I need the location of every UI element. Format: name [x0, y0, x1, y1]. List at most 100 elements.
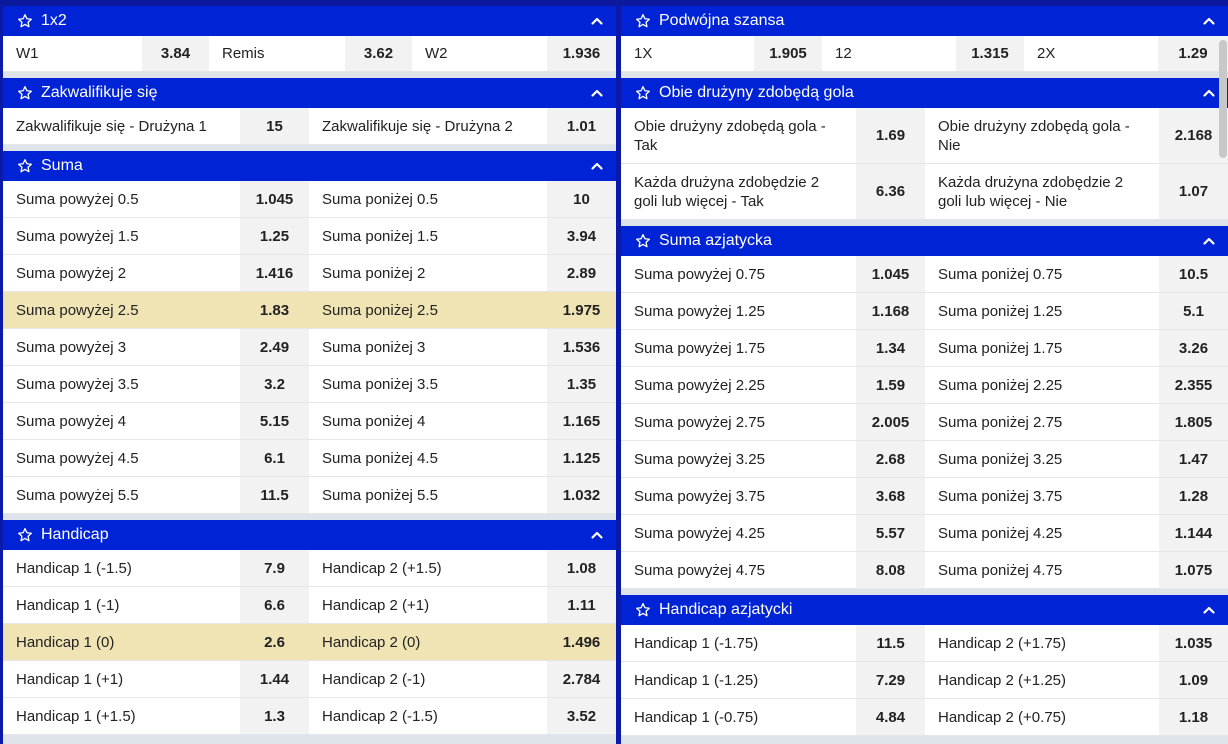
odds-value[interactable]: 1.3	[240, 698, 309, 734]
chevron-up-icon[interactable]	[590, 528, 604, 542]
star-outline-icon[interactable]	[635, 233, 651, 249]
odds-value[interactable]: 1.315	[956, 36, 1024, 71]
odds-value[interactable]: 1.44	[240, 661, 309, 697]
odds-value[interactable]: 5.57	[856, 515, 925, 551]
odds-value[interactable]: 1.11	[547, 587, 616, 623]
odds-value[interactable]: 1.25	[240, 218, 309, 254]
odds-value[interactable]: 2.6	[240, 624, 309, 660]
star-outline-icon[interactable]	[635, 602, 651, 618]
bet-option[interactable]: Handicap 1 (+1.5) 1.3	[3, 698, 309, 734]
odds-value[interactable]: 1.165	[547, 403, 616, 439]
odds-value[interactable]: 1.125	[547, 440, 616, 476]
odds-value[interactable]: 4.84	[856, 699, 925, 735]
bet-option[interactable]: Handicap 2 (+0.75) 1.18	[925, 699, 1228, 735]
bet-option[interactable]: Handicap 1 (-1) 6.6	[3, 587, 309, 623]
bet-option[interactable]: Suma powyżej 1.25 1.168	[621, 293, 925, 329]
star-outline-icon[interactable]	[17, 158, 33, 174]
bet-option[interactable]: 1X 1.905	[621, 36, 822, 71]
bet-option[interactable]: Suma powyżej 3.75 3.68	[621, 478, 925, 514]
chevron-up-icon[interactable]	[590, 159, 604, 173]
chevron-up-icon[interactable]	[590, 14, 604, 28]
odds-value[interactable]: 11.5	[240, 477, 309, 513]
market-header[interactable]: Suma	[3, 151, 616, 181]
bet-option[interactable]: Handicap 1 (-1.25) 7.29	[621, 662, 925, 698]
bet-option[interactable]: Obie drużyny zdobędą gola - Tak 1.69	[621, 108, 925, 163]
bet-option[interactable]: Handicap 1 (0) 2.6	[3, 624, 309, 660]
odds-value[interactable]: 3.68	[856, 478, 925, 514]
odds-value[interactable]: 1.075	[1159, 552, 1228, 588]
bet-option[interactable]: Suma powyżej 0.75 1.045	[621, 256, 925, 292]
odds-value[interactable]: 2.49	[240, 329, 309, 365]
bet-option[interactable]: Suma powyżej 4.5 6.1	[3, 440, 309, 476]
chevron-up-icon[interactable]	[1202, 86, 1216, 100]
odds-value[interactable]: 2.005	[856, 404, 925, 440]
odds-value[interactable]: 1.35	[547, 366, 616, 402]
bet-option[interactable]: Suma powyżej 2.5 1.83	[3, 292, 309, 328]
bet-option[interactable]: Suma poniżej 1.75 3.26	[925, 330, 1228, 366]
odds-value[interactable]: 10	[547, 181, 616, 217]
odds-value[interactable]: 6.1	[240, 440, 309, 476]
star-outline-icon[interactable]	[635, 85, 651, 101]
bet-option[interactable]: Suma poniżej 4.75 1.075	[925, 552, 1228, 588]
bet-option[interactable]: 12 1.315	[822, 36, 1024, 71]
bet-option[interactable]: Suma powyżej 2.75 2.005	[621, 404, 925, 440]
bet-option[interactable]: Suma powyżej 4.25 5.57	[621, 515, 925, 551]
odds-value[interactable]: 3.94	[547, 218, 616, 254]
odds-value[interactable]: 2.355	[1159, 367, 1228, 403]
bet-option[interactable]: Każda drużyna zdobędzie 2 goli lub więce…	[925, 164, 1228, 219]
odds-value[interactable]: 1.07	[1159, 164, 1228, 219]
chevron-up-icon[interactable]	[1202, 14, 1216, 28]
bet-option[interactable]: Suma poniżej 2.25 2.355	[925, 367, 1228, 403]
odds-value[interactable]: 3.52	[547, 698, 616, 734]
bet-option[interactable]: Handicap 2 (-1.5) 3.52	[309, 698, 616, 734]
bet-option[interactable]: Suma poniżej 2.5 1.975	[309, 292, 616, 328]
bet-option[interactable]: Suma poniżej 3.25 1.47	[925, 441, 1228, 477]
bet-option[interactable]: Suma powyżej 4 5.15	[3, 403, 309, 439]
bet-option[interactable]: Obie drużyny zdobędą gola - Nie 2.168	[925, 108, 1228, 163]
odds-value[interactable]: 1.144	[1159, 515, 1228, 551]
bet-option[interactable]: Suma poniżej 4.5 1.125	[309, 440, 616, 476]
bet-option[interactable]: W1 3.84	[3, 36, 209, 71]
odds-value[interactable]: 5.1	[1159, 293, 1228, 329]
odds-value[interactable]: 6.6	[240, 587, 309, 623]
odds-value[interactable]: 6.36	[856, 164, 925, 219]
odds-value[interactable]: 1.69	[856, 108, 925, 163]
star-outline-icon[interactable]	[17, 527, 33, 543]
odds-value[interactable]: 1.34	[856, 330, 925, 366]
bet-option[interactable]: Suma poniżej 3.75 1.28	[925, 478, 1228, 514]
odds-value[interactable]: 3.62	[345, 36, 412, 71]
star-outline-icon[interactable]	[635, 13, 651, 29]
odds-value[interactable]: 1.975	[547, 292, 616, 328]
odds-value[interactable]: 7.29	[856, 662, 925, 698]
bet-option[interactable]: Handicap 2 (+1.75) 1.035	[925, 625, 1228, 661]
odds-value[interactable]: 3.2	[240, 366, 309, 402]
bet-option[interactable]: W2 1.936	[412, 36, 616, 71]
bet-option[interactable]: Suma poniżej 0.5 10	[309, 181, 616, 217]
bet-option[interactable]: Suma powyżej 2 1.416	[3, 255, 309, 291]
odds-value[interactable]: 1.18	[1159, 699, 1228, 735]
bet-option[interactable]: Suma powyżej 1.5 1.25	[3, 218, 309, 254]
odds-value[interactable]: 1.045	[856, 256, 925, 292]
odds-value[interactable]: 1.83	[240, 292, 309, 328]
bet-option[interactable]: Handicap 2 (-1) 2.784	[309, 661, 616, 697]
odds-value[interactable]: 10.5	[1159, 256, 1228, 292]
odds-value[interactable]: 1.01	[547, 108, 616, 144]
bet-option[interactable]: Handicap 2 (+1.25) 1.09	[925, 662, 1228, 698]
bet-option[interactable]: Suma powyżej 3 2.49	[3, 329, 309, 365]
odds-value[interactable]: 11.5	[856, 625, 925, 661]
bet-option[interactable]: Suma powyżej 0.5 1.045	[3, 181, 309, 217]
bet-option[interactable]: Suma poniżej 3.5 1.35	[309, 366, 616, 402]
odds-value[interactable]: 1.045	[240, 181, 309, 217]
odds-value[interactable]: 1.168	[856, 293, 925, 329]
odds-value[interactable]: 15	[240, 108, 309, 144]
odds-value[interactable]: 8.08	[856, 552, 925, 588]
bet-option[interactable]: Suma poniżej 2.75 1.805	[925, 404, 1228, 440]
star-outline-icon[interactable]	[17, 13, 33, 29]
chevron-up-icon[interactable]	[1202, 234, 1216, 248]
odds-value[interactable]: 2.784	[547, 661, 616, 697]
bet-option[interactable]: Suma powyżej 3.25 2.68	[621, 441, 925, 477]
bet-option[interactable]: Suma powyżej 3.5 3.2	[3, 366, 309, 402]
bet-option[interactable]: Suma powyżej 4.75 8.08	[621, 552, 925, 588]
odds-value[interactable]: 1.09	[1159, 662, 1228, 698]
star-outline-icon[interactable]	[17, 85, 33, 101]
